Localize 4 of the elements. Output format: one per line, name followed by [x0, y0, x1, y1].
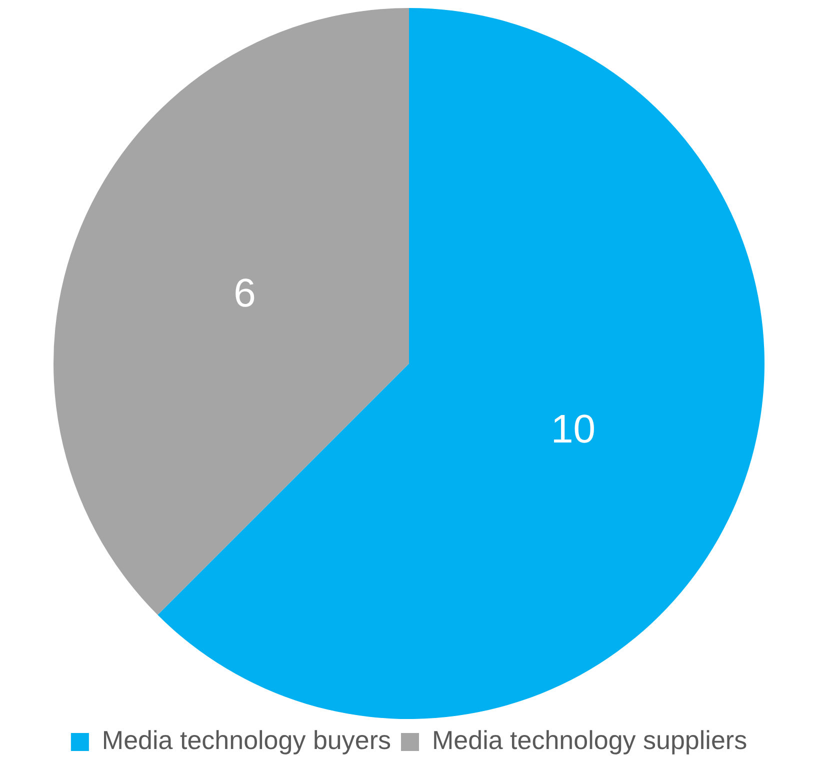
legend-label: Media technology buyers	[102, 725, 391, 756]
legend-label: Media technology suppliers	[432, 725, 748, 756]
data-label: 6	[234, 272, 256, 316]
data-label: 10	[550, 408, 596, 452]
